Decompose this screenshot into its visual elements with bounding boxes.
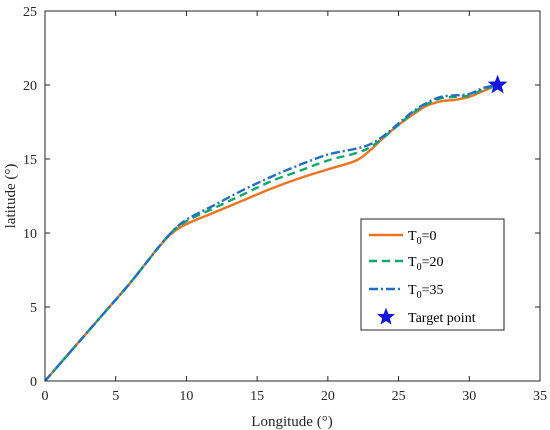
y-tick-label: 20 <box>23 79 37 94</box>
x-axis: 0 5 10 15 20 25 30 35 <box>42 11 547 404</box>
y-axis: 0 5 10 15 20 25 <box>23 5 540 390</box>
x-tick-label: 5 <box>112 389 119 404</box>
y-tick-label: 10 <box>23 227 37 242</box>
x-tick-label: 25 <box>392 389 406 404</box>
y-tick-label: 0 <box>30 375 37 390</box>
x-axis-label: Longitude (°) <box>251 414 332 430</box>
x-tick-label: 0 <box>42 389 49 404</box>
x-tick-label: 15 <box>250 389 264 404</box>
legend-items: T0=0 T0=20 T0=35 Target point <box>369 229 476 326</box>
series-layer <box>44 74 508 382</box>
legend-label-target: Target point <box>408 311 476 326</box>
series-line-2 <box>44 83 498 382</box>
y-tick-label: 25 <box>23 5 37 20</box>
plot-frame <box>44 10 541 382</box>
legend: T0=0 T0=20 T0=35 Target point <box>360 218 505 331</box>
legend-label-2: T0=20 <box>408 255 443 273</box>
target-point-marker <box>487 74 508 94</box>
y-tick-label: 5 <box>30 301 37 316</box>
series-line-3 <box>44 83 498 382</box>
x-tick-label: 35 <box>533 389 547 404</box>
y-axis-label: latitude (°) <box>3 164 19 229</box>
legend-label-1: T0=0 <box>408 229 436 247</box>
legend-star-icon <box>377 307 395 325</box>
y-tick-label: 15 <box>23 153 37 168</box>
x-tick-label: 20 <box>321 389 335 404</box>
x-tick-label: 30 <box>462 389 476 404</box>
legend-label-3: T0=35 <box>408 283 443 301</box>
x-tick-label: 10 <box>179 389 193 404</box>
